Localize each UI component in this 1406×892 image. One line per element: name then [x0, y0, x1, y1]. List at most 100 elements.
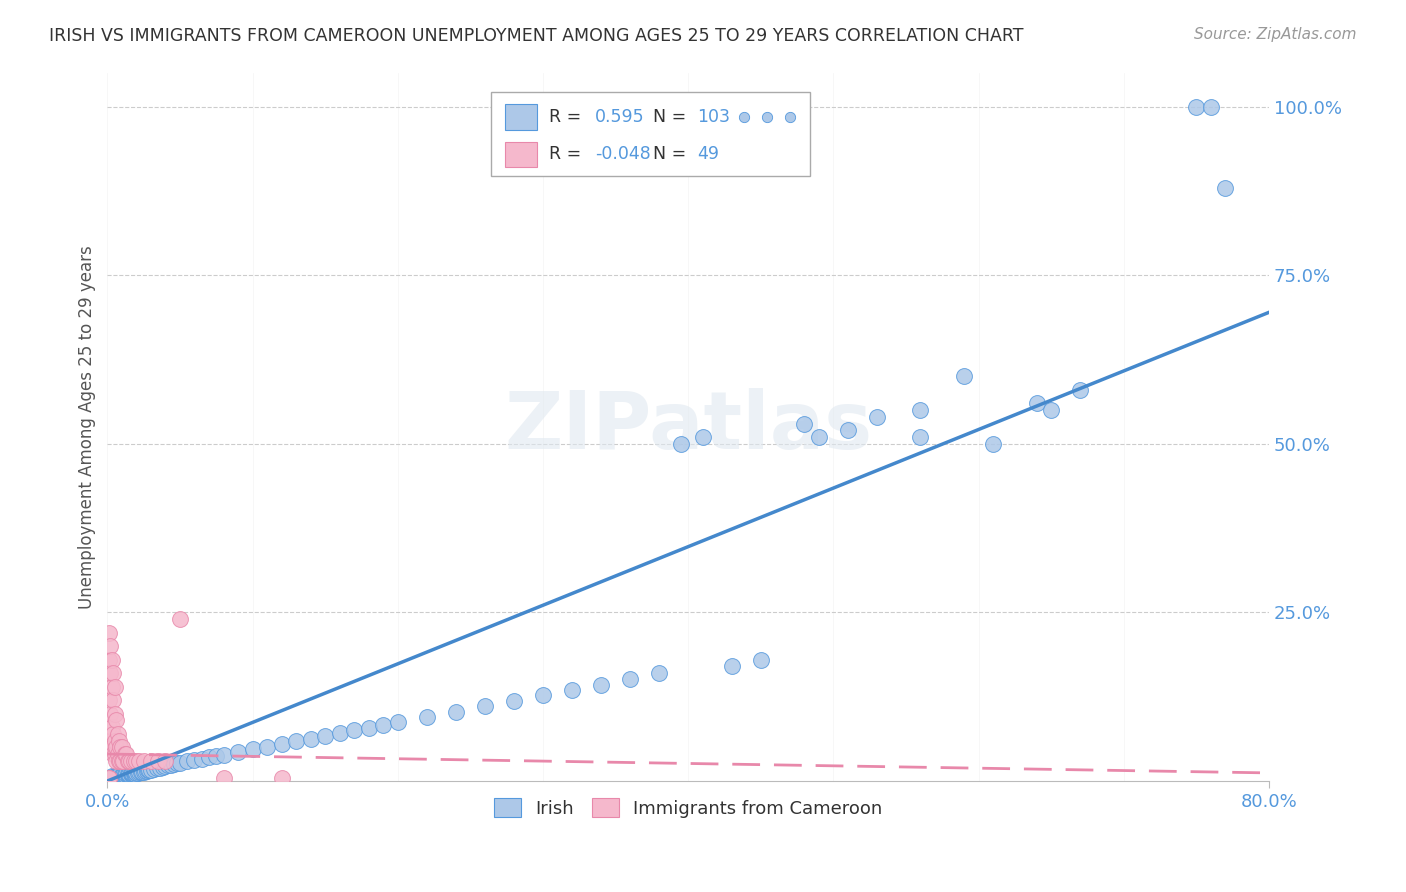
Point [100, 769, 122, 783]
Point [132, 764, 155, 779]
Point [115, 769, 138, 783]
Point [104, 733, 127, 747]
Point [108, 733, 131, 747]
Point [98, 771, 121, 785]
Point [910, 403, 932, 417]
Point [357, 721, 380, 735]
Bar [505, 142, 537, 167]
Point [128, 754, 150, 768]
Point [100, 680, 122, 694]
Point [127, 765, 149, 780]
Point [117, 754, 139, 768]
Point [619, 672, 641, 686]
Point [131, 764, 153, 779]
Point [866, 409, 889, 424]
Point [1069, 383, 1091, 397]
Point [103, 770, 125, 784]
Point [136, 763, 159, 777]
Point [387, 715, 409, 730]
Point [692, 430, 714, 444]
Point [132, 754, 155, 768]
Point [205, 749, 228, 764]
Point [98, 706, 121, 721]
Point [117, 768, 139, 782]
Point [105, 771, 128, 785]
Point [416, 710, 439, 724]
Point [110, 770, 132, 784]
Point [98, 666, 121, 681]
Point [503, 694, 526, 708]
Point [110, 767, 132, 781]
Point [134, 764, 156, 778]
Text: R =: R = [548, 145, 581, 163]
Point [111, 740, 134, 755]
Point [285, 734, 308, 748]
Point [107, 768, 129, 782]
Text: R =: R = [548, 108, 586, 126]
Point [891, 141, 914, 155]
Point [112, 768, 135, 782]
Point [112, 769, 135, 783]
Point [163, 757, 186, 772]
Point [107, 747, 129, 761]
Point [256, 739, 278, 754]
Point [104, 706, 127, 721]
Point [1199, 100, 1222, 114]
Point [117, 766, 139, 780]
Point [921, 141, 943, 155]
Point [198, 750, 221, 764]
Point [950, 141, 973, 155]
Point [110, 769, 132, 783]
Point [107, 771, 129, 785]
Point [138, 763, 160, 777]
Point [118, 768, 141, 782]
Point [114, 747, 136, 761]
Point [128, 765, 150, 780]
Point [122, 754, 145, 768]
Point [100, 652, 122, 666]
Point [104, 772, 127, 786]
Point [104, 680, 127, 694]
Point [474, 699, 496, 714]
Point [105, 769, 128, 783]
Point [589, 677, 612, 691]
Point [114, 767, 136, 781]
Point [242, 742, 264, 756]
Point [125, 765, 148, 780]
Point [807, 430, 830, 444]
Point [110, 754, 132, 768]
Point [98, 639, 121, 653]
Point [103, 772, 125, 786]
Point [122, 765, 145, 780]
Point [97, 720, 120, 734]
Point [111, 768, 134, 782]
Point [226, 745, 249, 759]
Point [329, 726, 352, 740]
Point [115, 767, 138, 781]
Point [104, 770, 127, 784]
Point [135, 764, 157, 778]
Point [157, 758, 180, 772]
Point [121, 767, 143, 781]
Point [97, 771, 120, 785]
Point [169, 756, 191, 770]
FancyBboxPatch shape [491, 92, 810, 176]
Point [98, 733, 121, 747]
Point [103, 666, 125, 681]
Point [111, 769, 134, 783]
Point [720, 659, 742, 673]
Point [97, 693, 120, 707]
Point [124, 766, 146, 780]
Point [155, 754, 177, 768]
Point [100, 772, 122, 786]
Point [108, 754, 131, 768]
Point [97, 625, 120, 640]
Point [155, 759, 177, 773]
Point [124, 765, 146, 780]
Text: N =: N = [654, 108, 686, 126]
Point [953, 369, 976, 384]
Point [111, 754, 134, 768]
Point [100, 740, 122, 755]
Point [108, 769, 131, 783]
Point [270, 737, 292, 751]
